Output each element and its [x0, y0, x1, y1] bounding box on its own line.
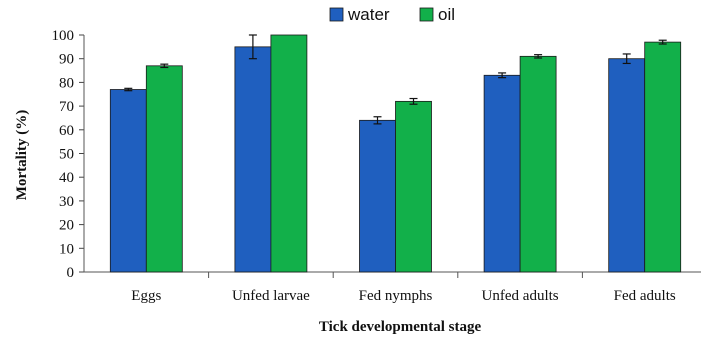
bar-water-fed-adults [608, 58, 646, 273]
bar-water-eggs [109, 89, 147, 273]
x-category-label: Unfed adults [482, 288, 559, 304]
bar-oil-fed-adults [644, 41, 682, 273]
x-category-label: Fed adults [614, 288, 676, 304]
y-tick-label: 90 [59, 52, 74, 68]
y-tick-label: 70 [59, 99, 74, 115]
legend-label-water: water [347, 5, 390, 24]
legend-swatch-oil [419, 7, 434, 22]
bar-water-unfed-adults [483, 74, 521, 273]
y-tick-label: 50 [59, 147, 74, 163]
y-tick-label: 40 [59, 170, 74, 186]
bars [109, 34, 682, 273]
legend-label-oil: oil [438, 5, 455, 24]
bar-oil-fed-nymphs [395, 100, 432, 273]
legend-swatch-water [329, 7, 344, 22]
y-tick-label: 20 [59, 218, 74, 234]
y-tick-label: 30 [59, 194, 74, 210]
y-tick-label: 10 [59, 241, 74, 257]
y-axis-ticks: 0 10 20 30 40 50 60 70 80 90 100 [52, 28, 84, 281]
y-tick-label: 100 [52, 28, 75, 44]
x-axis-categories: Eggs Unfed larvae Fed nymphs Unfed adults Fe… [131, 288, 676, 304]
bar-oil-unfed-larvae [270, 34, 308, 273]
x-axis-title: Tick developmental stage [319, 319, 482, 335]
x-category-label: Unfed larvae [232, 288, 310, 304]
y-tick-label: 0 [67, 265, 75, 281]
y-tick-label: 60 [59, 123, 74, 139]
legend: water oil [329, 5, 455, 24]
y-axis-title: Mortality (%) [14, 110, 30, 200]
bar-water-unfed-larvae [234, 46, 272, 273]
y-tick-label: 80 [59, 75, 74, 91]
bar-oil-eggs [145, 65, 183, 273]
bar-oil-unfed-adults [519, 55, 557, 273]
x-category-label: Fed nymphs [359, 288, 433, 304]
x-category-label: Eggs [131, 288, 161, 304]
bar-water-fed-nymphs [359, 119, 396, 273]
